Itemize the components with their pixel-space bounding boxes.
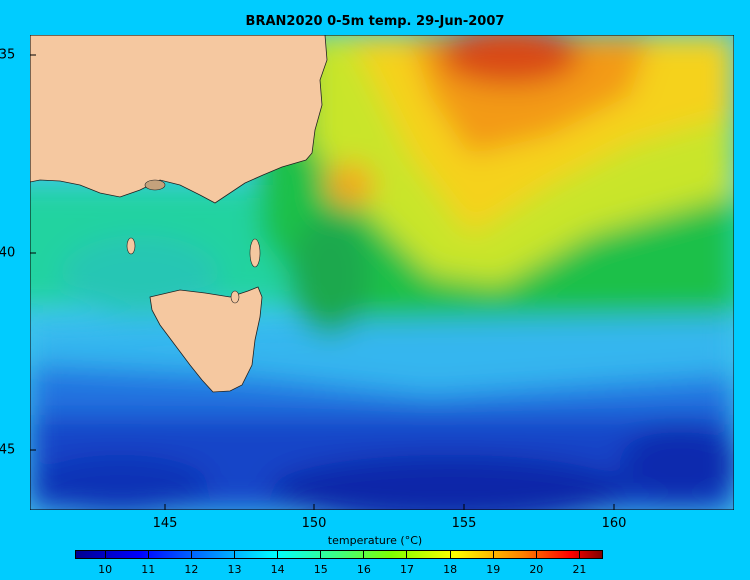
colorbar-tick bbox=[535, 550, 537, 559]
x-tick-label: 145 bbox=[152, 516, 178, 531]
colorbar-tick bbox=[406, 550, 408, 559]
colorbar-tick bbox=[363, 550, 365, 559]
colorbar-tick bbox=[104, 550, 106, 559]
colorbar-tick-label: 20 bbox=[529, 563, 544, 576]
colorbar-tick-label: 18 bbox=[443, 563, 458, 576]
sst-map bbox=[30, 35, 734, 510]
colorbar-tick-label: 17 bbox=[399, 563, 414, 576]
y-tick-label: -40 bbox=[0, 245, 16, 261]
colorbar-tick-label: 14 bbox=[270, 563, 285, 576]
colorbar-tick bbox=[190, 550, 192, 559]
colorbar-tick bbox=[147, 550, 149, 559]
colorbar-tick-label: 15 bbox=[313, 563, 328, 576]
colorbar-tick-label: 13 bbox=[227, 563, 242, 576]
colorbar-tick-label: 12 bbox=[184, 563, 199, 576]
y-tick-label: -35 bbox=[0, 47, 16, 63]
colorbar-tick bbox=[234, 550, 236, 559]
colorbar-tick bbox=[449, 550, 451, 559]
colorbar-tick bbox=[320, 550, 322, 559]
colorbar bbox=[75, 550, 603, 559]
colorbar-tick-label: 19 bbox=[486, 563, 501, 576]
map-title: BRAN2020 0-5m temp. 29-Jun-2007 bbox=[245, 14, 505, 29]
colorbar-tick-label: 10 bbox=[98, 563, 113, 576]
colorbar-tick bbox=[277, 550, 279, 559]
colorbar-tick bbox=[578, 550, 580, 559]
colorbar-tick-label: 21 bbox=[572, 563, 587, 576]
x-tick-label: 155 bbox=[451, 516, 477, 531]
colorbar-tick-label: 16 bbox=[356, 563, 371, 576]
colorbar-label: temperature (°C) bbox=[327, 534, 423, 547]
x-tick-label: 150 bbox=[301, 516, 327, 531]
tasmania bbox=[149, 286, 263, 393]
y-tick-label: -45 bbox=[0, 442, 16, 458]
x-tick-label: 160 bbox=[601, 516, 627, 531]
colorbar-tick-label: 11 bbox=[141, 563, 156, 576]
colorbar-tick bbox=[492, 550, 494, 559]
mainland-australia bbox=[30, 35, 328, 204]
